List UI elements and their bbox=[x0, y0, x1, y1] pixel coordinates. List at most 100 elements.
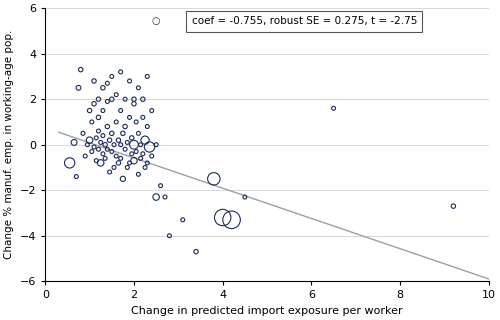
Point bbox=[228, 217, 235, 222]
Point bbox=[116, 108, 124, 113]
Text: coef = -0.755, robust SE = 0.275, t = -2.75: coef = -0.755, robust SE = 0.275, t = -2… bbox=[192, 16, 417, 26]
Point bbox=[126, 115, 134, 120]
Point bbox=[134, 131, 142, 136]
Point bbox=[141, 165, 149, 170]
Point bbox=[108, 149, 116, 154]
Point bbox=[130, 158, 138, 163]
Point bbox=[104, 124, 112, 129]
Point bbox=[70, 140, 78, 145]
Point bbox=[148, 108, 156, 113]
Point bbox=[148, 154, 156, 159]
Point bbox=[104, 99, 112, 104]
Point bbox=[132, 149, 140, 154]
X-axis label: Change in predicted import exposure per worker: Change in predicted import exposure per … bbox=[131, 306, 403, 316]
Point bbox=[121, 124, 129, 129]
Point bbox=[81, 154, 89, 159]
Point bbox=[104, 81, 112, 86]
Point bbox=[86, 138, 94, 143]
Point bbox=[110, 165, 118, 170]
Point bbox=[134, 85, 142, 90]
Point bbox=[72, 174, 80, 179]
Point bbox=[76, 67, 84, 72]
Point bbox=[112, 154, 120, 159]
Point bbox=[104, 147, 112, 152]
Point bbox=[114, 160, 122, 165]
Point bbox=[134, 172, 142, 177]
Point bbox=[141, 138, 149, 143]
Point bbox=[126, 78, 134, 84]
Point bbox=[144, 124, 152, 129]
Point bbox=[116, 142, 124, 147]
Point bbox=[112, 92, 120, 97]
Point bbox=[179, 217, 187, 222]
Point bbox=[108, 97, 116, 102]
Point bbox=[285, 24, 293, 29]
Y-axis label: Change % manuf. emp. in working-age pop.: Change % manuf. emp. in working-age pop. bbox=[4, 30, 14, 260]
Point bbox=[90, 144, 98, 149]
Point bbox=[106, 170, 114, 175]
Point bbox=[88, 119, 96, 124]
Point bbox=[146, 144, 154, 149]
Point bbox=[90, 101, 98, 106]
Point bbox=[88, 149, 96, 154]
Point bbox=[139, 97, 147, 102]
Point bbox=[96, 160, 104, 165]
Point bbox=[99, 133, 107, 138]
Point bbox=[114, 138, 122, 143]
Point bbox=[144, 74, 152, 79]
Point bbox=[106, 138, 114, 143]
Point bbox=[130, 101, 138, 106]
Point bbox=[156, 183, 164, 188]
Point bbox=[152, 142, 160, 147]
Point bbox=[94, 97, 102, 102]
Point bbox=[124, 165, 132, 170]
Point bbox=[86, 108, 94, 113]
Point bbox=[161, 195, 169, 200]
Point bbox=[136, 142, 144, 147]
Point bbox=[210, 176, 218, 181]
Point bbox=[139, 151, 147, 156]
Point bbox=[144, 160, 152, 165]
Point bbox=[119, 131, 127, 136]
Point bbox=[116, 69, 124, 75]
Point bbox=[121, 97, 129, 102]
Point bbox=[94, 147, 102, 152]
Point bbox=[192, 249, 200, 254]
Point bbox=[112, 119, 120, 124]
Point bbox=[101, 156, 109, 161]
Point bbox=[92, 158, 100, 163]
Point bbox=[66, 160, 74, 165]
Point bbox=[74, 85, 82, 90]
Point bbox=[99, 151, 107, 156]
Point bbox=[139, 115, 147, 120]
Point bbox=[90, 78, 98, 84]
Point bbox=[128, 135, 136, 140]
Point bbox=[108, 131, 116, 136]
Point bbox=[108, 74, 116, 79]
Point bbox=[94, 129, 102, 134]
Point bbox=[119, 176, 127, 181]
Point bbox=[132, 119, 140, 124]
Point bbox=[130, 97, 138, 102]
Point bbox=[116, 156, 124, 161]
Point bbox=[126, 160, 134, 165]
Point bbox=[330, 106, 338, 111]
Point bbox=[241, 195, 249, 200]
Point bbox=[99, 85, 107, 90]
Point bbox=[130, 142, 138, 147]
Point bbox=[92, 135, 100, 140]
Point bbox=[101, 142, 109, 147]
Point bbox=[166, 233, 173, 238]
Point bbox=[128, 151, 136, 156]
Point bbox=[84, 142, 92, 147]
Point bbox=[99, 108, 107, 113]
Point bbox=[121, 147, 129, 152]
Point bbox=[124, 140, 132, 145]
Point bbox=[218, 215, 226, 220]
Point bbox=[110, 142, 118, 147]
Point bbox=[152, 195, 160, 200]
Point bbox=[79, 131, 87, 136]
Point bbox=[96, 140, 104, 145]
Point bbox=[94, 115, 102, 120]
Point bbox=[136, 156, 144, 161]
